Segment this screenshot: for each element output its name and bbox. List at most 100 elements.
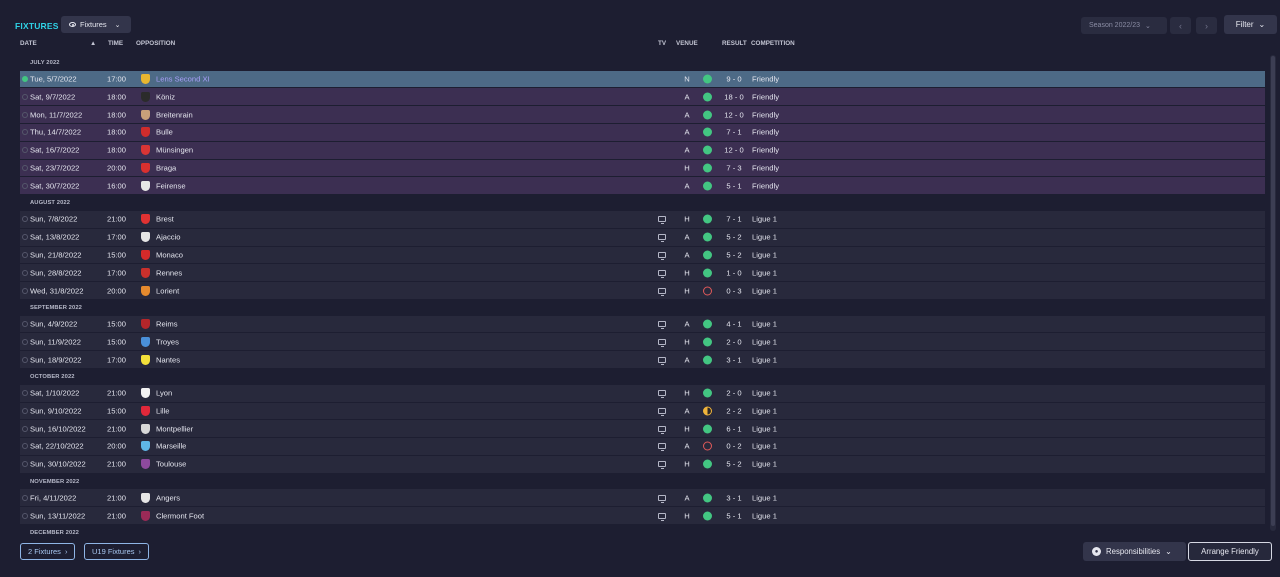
season-selector[interactable]: Season 2022/23 ⌄ bbox=[1081, 17, 1167, 34]
select-radio-icon[interactable] bbox=[22, 216, 28, 223]
select-radio-icon[interactable] bbox=[22, 269, 28, 276]
fixture-row[interactable]: Tue, 5/7/2022 17:00 Lens Second XI N 9 - 0 Fr… bbox=[20, 70, 1265, 88]
fixture-opposition[interactable]: Feirense bbox=[156, 181, 186, 191]
fixture-row[interactable]: Sat, 13/8/2022 17:00 Ajaccio A 5 - 2 Ligue 1 bbox=[20, 228, 1265, 246]
fixture-result[interactable]: 3 - 1 bbox=[726, 355, 742, 365]
fixture-result[interactable]: 3 - 1 bbox=[726, 493, 742, 503]
column-time[interactable]: TIME bbox=[108, 40, 124, 47]
fixture-opposition[interactable]: Rennes bbox=[156, 268, 183, 278]
fixture-competition[interactable]: Ligue 1 bbox=[752, 337, 777, 347]
fixture-opposition[interactable]: Ajaccio bbox=[156, 232, 181, 242]
fixture-competition[interactable]: Ligue 1 bbox=[752, 286, 777, 296]
fixture-row[interactable]: Sun, 18/9/2022 17:00 Nantes A 3 - 1 Ligue 1 bbox=[20, 351, 1265, 369]
select-radio-icon[interactable] bbox=[22, 338, 28, 345]
select-radio-icon[interactable] bbox=[22, 494, 28, 501]
select-radio-icon[interactable] bbox=[22, 147, 28, 154]
prev-season-button[interactable]: ‹ bbox=[1170, 17, 1191, 34]
fixture-competition[interactable]: Ligue 1 bbox=[752, 441, 777, 451]
responsibilities-button[interactable]: ● Responsibilities ⌄ bbox=[1083, 542, 1186, 561]
select-radio-icon[interactable] bbox=[22, 234, 28, 241]
fixture-row[interactable]: Mon, 11/7/2022 18:00 Breitenrain A 12 - 0 Fri… bbox=[20, 106, 1265, 124]
column-result[interactable]: RESULT bbox=[722, 40, 747, 47]
fixture-competition[interactable]: Ligue 1 bbox=[752, 459, 777, 469]
fixture-result[interactable]: 9 - 0 bbox=[726, 74, 742, 84]
select-radio-icon[interactable] bbox=[22, 251, 28, 258]
select-radio-icon[interactable] bbox=[22, 165, 28, 172]
fixture-result[interactable]: 5 - 1 bbox=[726, 181, 742, 191]
view-selector-button[interactable]: Fixtures ⌄ bbox=[61, 16, 131, 33]
fixture-row[interactable]: Sun, 4/9/2022 15:00 Reims A 4 - 1 Ligue 1 bbox=[20, 315, 1265, 333]
fixture-result[interactable]: 2 - 0 bbox=[726, 337, 742, 347]
fixture-result[interactable]: 2 - 2 bbox=[726, 406, 742, 416]
select-radio-icon[interactable] bbox=[22, 512, 28, 519]
fixture-opposition[interactable]: Marseille bbox=[156, 441, 187, 451]
select-radio-icon[interactable] bbox=[22, 356, 28, 363]
fixture-competition[interactable]: Ligue 1 bbox=[752, 268, 777, 278]
fixture-opposition[interactable]: Monaco bbox=[156, 250, 184, 260]
fixture-result[interactable]: 7 - 3 bbox=[726, 163, 742, 173]
fixture-opposition[interactable]: Troyes bbox=[156, 337, 179, 347]
column-competition[interactable]: COMPETITION bbox=[751, 40, 795, 47]
fixture-result[interactable]: 5 - 2 bbox=[726, 232, 742, 242]
select-radio-icon[interactable] bbox=[22, 425, 28, 432]
fixture-result[interactable]: 7 - 1 bbox=[726, 214, 742, 224]
fixture-row[interactable]: Sat, 1/10/2022 21:00 Lyon H 2 - 0 Ligue 1 bbox=[20, 384, 1265, 402]
sort-ascending-icon[interactable]: ▲ bbox=[90, 40, 97, 47]
fixture-competition[interactable]: Ligue 1 bbox=[752, 250, 777, 260]
select-radio-icon[interactable] bbox=[22, 287, 28, 294]
fixture-competition[interactable]: Friendly bbox=[752, 163, 780, 173]
fixture-result[interactable]: 6 - 1 bbox=[726, 424, 742, 434]
fixture-row[interactable]: Sun, 13/11/2022 21:00 Clermont Foot H 5 - 1 L… bbox=[20, 507, 1265, 524]
fixture-result[interactable]: 0 - 2 bbox=[726, 441, 742, 451]
select-radio-icon[interactable] bbox=[22, 407, 28, 414]
fixture-competition[interactable]: Friendly bbox=[752, 74, 780, 84]
fixture-result[interactable]: 2 - 0 bbox=[726, 388, 742, 398]
fixture-row[interactable]: Sat, 30/7/2022 16:00 Feirense A 5 - 1 Friendl… bbox=[20, 177, 1265, 195]
fixture-row[interactable]: Sun, 30/10/2022 21:00 Toulouse H 5 - 2 Ligue … bbox=[20, 455, 1265, 473]
fixtures-link-button[interactable]: 2 Fixtures › bbox=[20, 543, 76, 560]
select-radio-icon[interactable] bbox=[22, 93, 28, 100]
column-opposition[interactable]: OPPOSITION bbox=[136, 40, 176, 47]
arrange-friendly-button[interactable]: Arrange Friendly bbox=[1188, 542, 1272, 561]
fixture-opposition[interactable]: Lens Second XI bbox=[156, 74, 210, 84]
fixture-opposition[interactable]: Lorient bbox=[156, 286, 180, 296]
fixture-opposition[interactable]: Münsingen bbox=[156, 145, 194, 155]
fixture-result[interactable]: 18 - 0 bbox=[724, 92, 744, 102]
fixture-competition[interactable]: Ligue 1 bbox=[752, 214, 777, 224]
fixture-row[interactable]: Sun, 9/10/2022 15:00 Lille A 2 - 2 Ligue 1 bbox=[20, 402, 1265, 420]
fixture-competition[interactable]: Ligue 1 bbox=[752, 232, 777, 242]
select-radio-icon[interactable] bbox=[22, 76, 28, 83]
filter-button[interactable]: Filter ⌄ bbox=[1224, 15, 1277, 34]
fixture-result[interactable]: 0 - 3 bbox=[726, 286, 742, 296]
select-radio-icon[interactable] bbox=[22, 321, 28, 328]
fixture-opposition[interactable]: Bulle bbox=[156, 127, 173, 137]
fixture-result[interactable]: 12 - 0 bbox=[724, 110, 744, 120]
select-radio-icon[interactable] bbox=[22, 461, 28, 468]
fixture-row[interactable]: Sun, 7/8/2022 21:00 Brest H 7 - 1 Ligue 1 bbox=[20, 210, 1265, 228]
fixture-competition[interactable]: Ligue 1 bbox=[752, 355, 777, 365]
fixture-result[interactable]: 4 - 1 bbox=[726, 319, 742, 329]
fixture-competition[interactable]: Friendly bbox=[752, 92, 780, 102]
fixture-opposition[interactable]: Nantes bbox=[156, 355, 181, 365]
fixture-competition[interactable]: Ligue 1 bbox=[752, 511, 777, 521]
fixture-competition[interactable]: Ligue 1 bbox=[752, 319, 777, 329]
fixture-result[interactable]: 5 - 1 bbox=[726, 511, 742, 521]
select-radio-icon[interactable] bbox=[22, 182, 28, 189]
fixture-result[interactable]: 5 - 2 bbox=[726, 459, 742, 469]
fixture-row[interactable]: Sat, 22/10/2022 20:00 Marseille A 0 - 2 Ligue… bbox=[20, 438, 1265, 455]
fixture-row[interactable]: Sat, 23/7/2022 20:00 Braga H 7 - 3 Friendly bbox=[20, 159, 1265, 177]
next-season-button[interactable]: › bbox=[1196, 17, 1217, 34]
fixture-competition[interactable]: Ligue 1 bbox=[752, 406, 777, 416]
fixture-opposition[interactable]: Reims bbox=[156, 319, 178, 329]
fixture-result[interactable]: 12 - 0 bbox=[724, 145, 744, 155]
select-radio-icon[interactable] bbox=[22, 129, 28, 136]
column-date[interactable]: DATE bbox=[20, 40, 37, 47]
select-radio-icon[interactable] bbox=[22, 443, 28, 450]
column-tv[interactable]: TV bbox=[658, 40, 667, 47]
fixture-opposition[interactable]: Montpellier bbox=[156, 424, 194, 434]
fixture-opposition[interactable]: Clermont Foot bbox=[156, 511, 205, 521]
fixture-competition[interactable]: Ligue 1 bbox=[752, 493, 777, 503]
fixture-opposition[interactable]: Breitenrain bbox=[156, 110, 193, 120]
fixture-opposition[interactable]: Braga bbox=[156, 163, 177, 173]
fixture-row[interactable]: Sun, 11/9/2022 15:00 Troyes H 2 - 0 Ligue 1 bbox=[20, 333, 1265, 351]
